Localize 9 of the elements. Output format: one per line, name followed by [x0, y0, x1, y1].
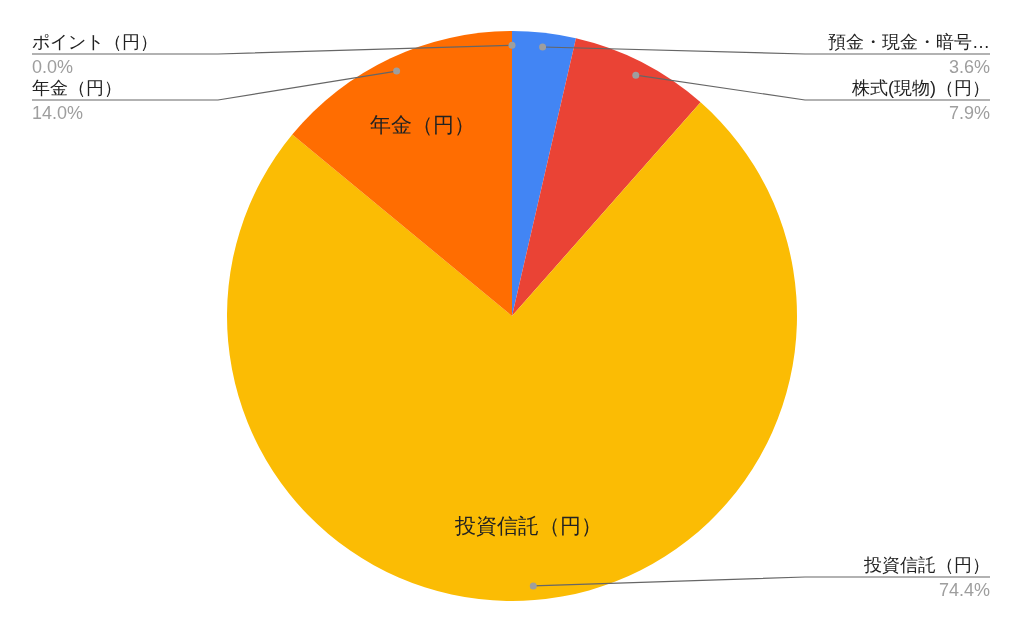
slice-label: 預金・現金・暗号… [828, 32, 990, 52]
slice-label: 投資信託（円） [454, 514, 603, 538]
slice-label: 株式(現物)（円） [851, 78, 990, 98]
slice-label: 年金（円） [32, 78, 122, 98]
slice-label: 投資信託（円） [863, 555, 990, 575]
data-label: 7.9% [948, 103, 990, 123]
data-label: 74.4% [938, 580, 990, 600]
data-label: 3.6% [948, 57, 990, 77]
data-label: 14.0% [32, 103, 84, 123]
